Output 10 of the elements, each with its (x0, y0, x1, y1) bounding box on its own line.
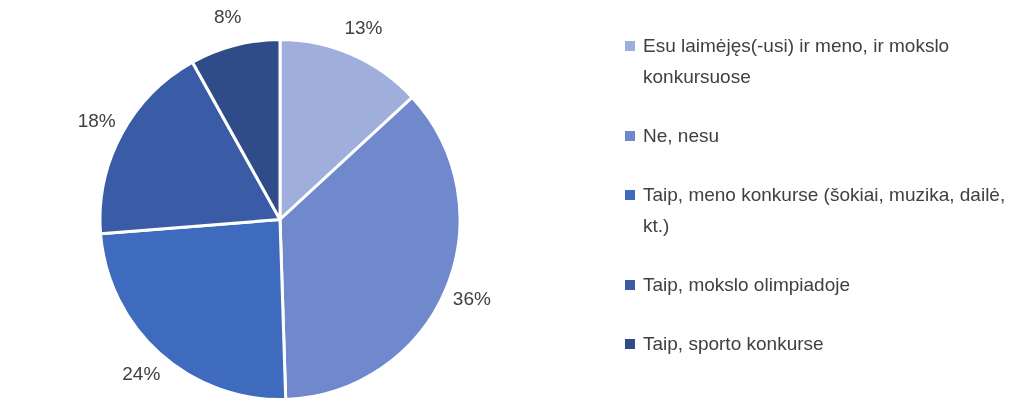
legend-label: Taip, mokslo olimpiadoje (643, 273, 850, 297)
data-label: 13% (344, 17, 383, 39)
data-label: 24% (122, 362, 161, 384)
data-label: 8% (214, 6, 242, 28)
legend-label: Taip, sporto konkurse (643, 332, 824, 356)
data-label: 18% (77, 109, 116, 131)
legend-label: Ne, nesu (643, 124, 720, 148)
data-label: 36% (452, 288, 491, 310)
legend-label: Esu laimėjęs(-usi) ir meno, ir mokslo konkursuose (643, 34, 951, 89)
legend-label: Taip, meno konkurse (šokiai, muzika, dailė, kt.) (643, 183, 1007, 238)
